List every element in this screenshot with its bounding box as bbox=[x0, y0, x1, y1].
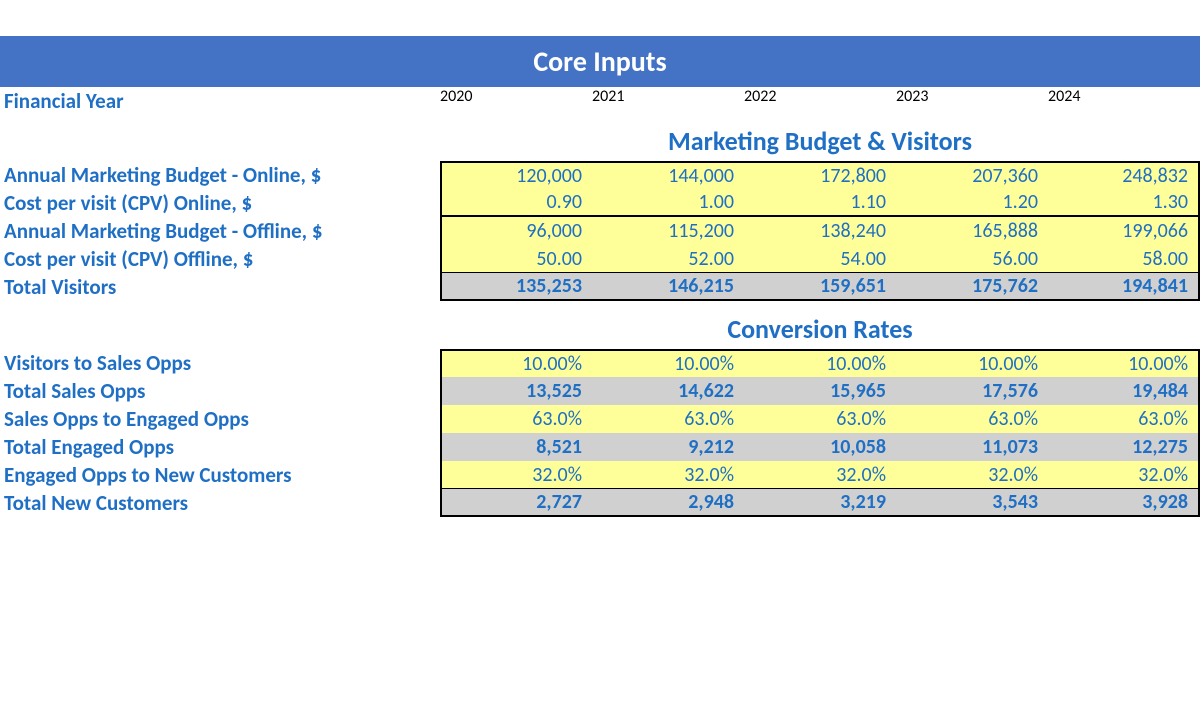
s2-r1-label: Total Sales Opps bbox=[0, 377, 440, 405]
s1-r4-label: Total Visitors bbox=[0, 273, 440, 301]
s2-r0-c2: 10.00% bbox=[744, 349, 896, 377]
s2-r0-c1: 10.00% bbox=[592, 349, 744, 377]
section1-title: Marketing Budget & Visitors bbox=[440, 115, 1200, 161]
s1-r3-c2: 54.00 bbox=[744, 245, 896, 273]
data-grid: Financial Year 2020 2021 2022 2023 2024 … bbox=[0, 87, 1200, 517]
section2-title: Conversion Rates bbox=[440, 303, 1200, 349]
s1-r4-c4: 194,841 bbox=[1048, 273, 1200, 301]
s2-r5-label: Total New Customers bbox=[0, 489, 440, 517]
s1-r1-c3: 1.20 bbox=[896, 189, 1048, 217]
s1-r2-c4: 199,066 bbox=[1048, 217, 1200, 245]
s1-r3-c3: 56.00 bbox=[896, 245, 1048, 273]
s2-r2-c2: 63.0% bbox=[744, 405, 896, 433]
year-2020: 2020 bbox=[440, 87, 592, 115]
s2-r0-c4: 10.00% bbox=[1048, 349, 1200, 377]
s1-r2-c0: 96,000 bbox=[440, 217, 592, 245]
spacer bbox=[0, 303, 440, 349]
s2-r4-c1: 32.0% bbox=[592, 461, 744, 489]
s1-r2-c2: 138,240 bbox=[744, 217, 896, 245]
s2-r2-c0: 63.0% bbox=[440, 405, 592, 433]
s2-r3-c0: 8,521 bbox=[440, 433, 592, 461]
s1-r3-c0: 50.00 bbox=[440, 245, 592, 273]
s1-r0-label: Annual Marketing Budget - Online, $ bbox=[0, 161, 440, 189]
s1-r2-c3: 165,888 bbox=[896, 217, 1048, 245]
year-2021: 2021 bbox=[592, 87, 744, 115]
s2-r0-c3: 10.00% bbox=[896, 349, 1048, 377]
year-2022: 2022 bbox=[744, 87, 896, 115]
s2-r4-label: Engaged Opps to New Customers bbox=[0, 461, 440, 489]
s2-r5-c4: 3,928 bbox=[1048, 489, 1200, 517]
s1-r3-c4: 58.00 bbox=[1048, 245, 1200, 273]
s1-r4-c3: 175,762 bbox=[896, 273, 1048, 301]
s2-r3-c1: 9,212 bbox=[592, 433, 744, 461]
s2-r1-c3: 17,576 bbox=[896, 377, 1048, 405]
s1-r0-c0: 120,000 bbox=[440, 161, 592, 189]
s2-r5-c3: 3,543 bbox=[896, 489, 1048, 517]
s2-r4-c4: 32.0% bbox=[1048, 461, 1200, 489]
s2-r5-c1: 2,948 bbox=[592, 489, 744, 517]
s1-r3-label: Cost per visit (CPV) Offline, $ bbox=[0, 245, 440, 273]
spacer bbox=[0, 115, 440, 161]
s2-r5-c2: 3,219 bbox=[744, 489, 896, 517]
s2-r5-c0: 2,727 bbox=[440, 489, 592, 517]
s2-r3-c3: 11,073 bbox=[896, 433, 1048, 461]
s1-r1-c1: 1.00 bbox=[592, 189, 744, 217]
s2-r3-c4: 12,275 bbox=[1048, 433, 1200, 461]
s2-r1-c1: 14,622 bbox=[592, 377, 744, 405]
s1-r0-c4: 248,832 bbox=[1048, 161, 1200, 189]
s1-r1-label: Cost per visit (CPV) Online, $ bbox=[0, 189, 440, 217]
s1-r0-c1: 144,000 bbox=[592, 161, 744, 189]
banner-title: Core Inputs bbox=[0, 36, 1200, 87]
s2-r1-c4: 19,484 bbox=[1048, 377, 1200, 405]
s2-r0-c0: 10.00% bbox=[440, 349, 592, 377]
s1-r3-c1: 52.00 bbox=[592, 245, 744, 273]
s1-r4-c1: 146,215 bbox=[592, 273, 744, 301]
s1-r1-c2: 1.10 bbox=[744, 189, 896, 217]
s2-r2-label: Sales Opps to Engaged Opps bbox=[0, 405, 440, 433]
s2-r2-c4: 63.0% bbox=[1048, 405, 1200, 433]
year-2024: 2024 bbox=[1048, 87, 1200, 115]
s1-r1-c4: 1.30 bbox=[1048, 189, 1200, 217]
s1-r0-c3: 207,360 bbox=[896, 161, 1048, 189]
s2-r4-c0: 32.0% bbox=[440, 461, 592, 489]
s1-r2-label: Annual Marketing Budget - Offline, $ bbox=[0, 217, 440, 245]
s2-r2-c1: 63.0% bbox=[592, 405, 744, 433]
s1-r1-c0: 0.90 bbox=[440, 189, 592, 217]
s2-r1-c0: 13,525 bbox=[440, 377, 592, 405]
year-2023: 2023 bbox=[896, 87, 1048, 115]
s1-r4-c2: 159,651 bbox=[744, 273, 896, 301]
s2-r3-label: Total Engaged Opps bbox=[0, 433, 440, 461]
s1-r2-c1: 115,200 bbox=[592, 217, 744, 245]
s1-r4-c0: 135,253 bbox=[440, 273, 592, 301]
s2-r2-c3: 63.0% bbox=[896, 405, 1048, 433]
header-label: Financial Year bbox=[0, 87, 440, 115]
s2-r4-c3: 32.0% bbox=[896, 461, 1048, 489]
s2-r3-c2: 10,058 bbox=[744, 433, 896, 461]
s2-r0-label: Visitors to Sales Opps bbox=[0, 349, 440, 377]
s1-r0-c2: 172,800 bbox=[744, 161, 896, 189]
s2-r4-c2: 32.0% bbox=[744, 461, 896, 489]
s2-r1-c2: 15,965 bbox=[744, 377, 896, 405]
